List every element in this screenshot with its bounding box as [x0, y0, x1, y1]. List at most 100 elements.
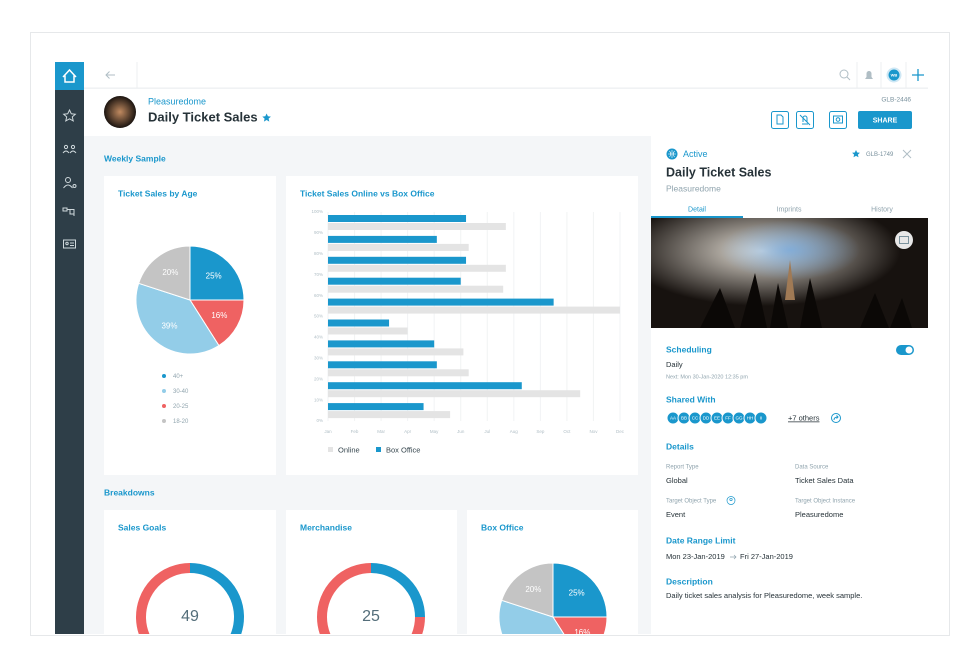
favorite-star[interactable] — [852, 150, 860, 158]
legend-label: Online — [338, 445, 360, 454]
section-heading: Description — [666, 576, 713, 586]
stage-image — [651, 218, 928, 328]
share-button[interactable] — [858, 111, 912, 129]
notifications-button[interactable] — [865, 71, 873, 81]
bar — [328, 403, 424, 411]
schedule-next: Next: Mon 30-Jan-2020 12:35 pm — [666, 374, 748, 380]
bar — [328, 348, 464, 356]
slice-label: 39% — [161, 322, 177, 331]
tab[interactable]: Imprints — [777, 206, 802, 213]
field-label: Target Object Type — [666, 499, 717, 505]
breadcrumb[interactable]: Pleasuredome — [148, 96, 206, 106]
y-tick-label: 80% — [314, 251, 323, 256]
tab[interactable]: Detail — [688, 206, 706, 213]
slice-label: 25% — [206, 271, 222, 280]
field-label: Target Object Instance — [795, 499, 856, 505]
pie-slice — [501, 562, 554, 618]
avatar-initials: II — [760, 416, 763, 421]
legend-swatch — [162, 419, 166, 423]
slice-label: 20% — [162, 268, 178, 277]
card-title: Ticket Sales by Age — [118, 188, 198, 198]
mute-button[interactable] — [796, 111, 814, 129]
favorite-star[interactable] — [262, 113, 271, 122]
avatar-initials: GG — [735, 416, 743, 421]
slice-label: 16% — [211, 311, 227, 320]
legend-label: Box Office — [386, 445, 420, 454]
bar — [328, 319, 390, 327]
bar — [328, 390, 581, 398]
others-link[interactable]: +7 others — [788, 413, 820, 422]
share-icon[interactable] — [831, 413, 841, 423]
field-value: Global — [666, 476, 688, 485]
avatar-initials: CC — [692, 416, 699, 421]
card-title: Sales Goals — [118, 522, 166, 532]
bar — [328, 298, 554, 306]
avatar-initials: BB — [681, 416, 687, 421]
bar — [328, 369, 469, 377]
y-tick-label: 10% — [314, 397, 323, 402]
legend-label: 18-20 — [173, 419, 189, 425]
y-tick-label: 70% — [314, 272, 323, 277]
section-heading: Shared With — [666, 394, 716, 404]
card-title: Ticket Sales Online vs Box Office — [300, 188, 435, 198]
bar — [328, 223, 506, 230]
panel-subtitle: Pleasuredome — [666, 183, 721, 193]
search-button[interactable] — [839, 69, 851, 81]
legend-label: 30-40 — [173, 389, 189, 395]
x-tick-label: Oct — [563, 429, 571, 434]
status: Active — [683, 149, 708, 159]
card-icon[interactable] — [63, 239, 76, 249]
date-to: Fri 27-Jan-2019 — [740, 552, 793, 561]
x-tick-label: Apr — [404, 429, 412, 434]
legend-swatch — [162, 389, 166, 393]
report-code: GLB-2446 — [881, 97, 911, 104]
bar — [328, 256, 467, 264]
avatar-initials: DD — [703, 416, 710, 421]
x-tick-label: May — [430, 429, 439, 434]
hierarchy-icon[interactable] — [62, 207, 75, 216]
favorites-icon[interactable] — [62, 108, 77, 122]
add-button[interactable] — [912, 69, 924, 81]
pie-slice — [138, 245, 191, 301]
bar — [328, 277, 461, 285]
bar — [328, 306, 620, 314]
avatar-initials: EE — [714, 416, 720, 421]
bar — [328, 327, 408, 335]
x-tick-label: Aug — [510, 429, 519, 434]
slice-label: 25% — [569, 588, 585, 597]
page-title: Daily Ticket Sales — [148, 109, 258, 124]
card-title: Merchandise — [300, 522, 352, 532]
close-button[interactable] — [902, 149, 912, 159]
legend-label: 40+ — [173, 374, 184, 380]
section-title: Weekly Sample — [104, 153, 166, 163]
users-icon[interactable] — [63, 177, 77, 189]
teams-icon[interactable] — [62, 144, 77, 154]
report-button[interactable] — [771, 111, 789, 129]
x-tick-label: Feb — [351, 429, 359, 434]
snapshot-button[interactable] — [829, 111, 847, 129]
pie-slice — [552, 562, 608, 618]
user-avatar[interactable] — [886, 67, 902, 83]
section-title: Breakdowns — [104, 487, 155, 497]
panel-code: GLB-1749 — [866, 152, 894, 158]
slice-label: 20% — [525, 585, 541, 594]
legend-label: 20-25 — [173, 404, 189, 410]
x-tick-label: Jun — [457, 429, 465, 434]
bar — [328, 264, 506, 272]
tab[interactable]: History — [871, 206, 893, 213]
donut-label: 49 — [181, 608, 199, 625]
pie-slice — [552, 616, 608, 634]
object-type-icon — [726, 496, 736, 505]
bar — [328, 411, 451, 419]
legend-swatch — [376, 447, 381, 452]
date-from: Mon 23-Jan-2019 — [666, 552, 725, 561]
donut-rest — [317, 563, 425, 634]
home-button[interactable] — [55, 62, 84, 90]
back-button[interactable] — [105, 71, 115, 79]
avatar-initials: WB — [891, 73, 898, 78]
x-tick-label: Dec — [616, 429, 625, 434]
legend-swatch — [328, 447, 333, 452]
arrow — [730, 554, 737, 560]
avatar-initials: AA — [670, 416, 676, 421]
